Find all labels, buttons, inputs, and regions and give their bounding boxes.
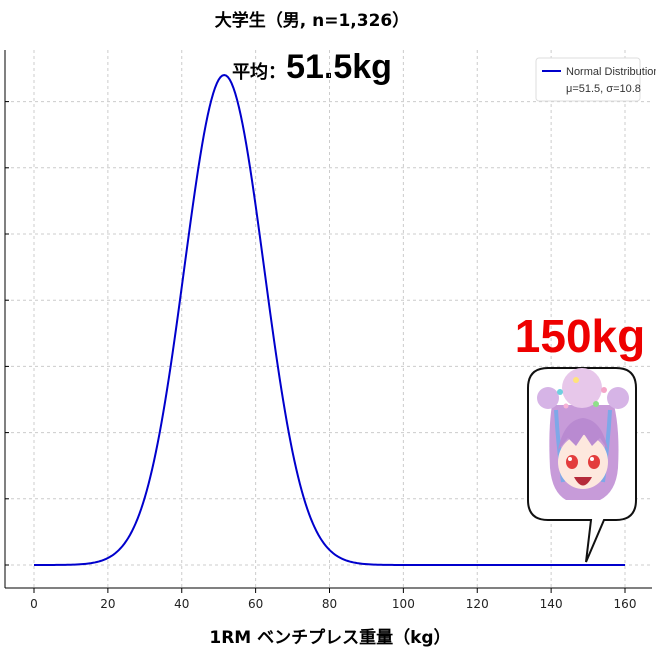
x-tick-label: 140 bbox=[540, 597, 563, 611]
mean-prefix: 平均： bbox=[232, 61, 286, 83]
legend: Normal Distribution μ=51.5, σ=10.8 bbox=[535, 57, 656, 102]
speech-bubble bbox=[527, 367, 637, 563]
x-tick-label: 0 bbox=[30, 597, 38, 611]
x-tick-label: 80 bbox=[322, 597, 337, 611]
chart-title: 大学生（男, n=1,326） bbox=[215, 10, 410, 31]
x-tick-label: 120 bbox=[466, 597, 489, 611]
x-tick-label: 160 bbox=[614, 597, 637, 611]
x-tick-label: 60 bbox=[248, 597, 263, 611]
plot-area: 0 20 40 60 80 100 120 140 160 bbox=[4, 50, 652, 611]
legend-params: μ=51.5, σ=10.8 bbox=[566, 83, 641, 95]
chart-subtitle: 平均：51.5kg bbox=[232, 48, 392, 86]
x-ticks bbox=[33, 588, 626, 593]
x-tick-label: 40 bbox=[174, 597, 189, 611]
x-tick-labels: 0 20 40 60 80 100 120 140 160 bbox=[30, 597, 636, 611]
legend-box bbox=[535, 57, 641, 102]
callout-label: 150kg bbox=[515, 310, 645, 362]
legend-label: Normal Distribution bbox=[566, 66, 656, 78]
x-axis-label: 1RM ベンチプレス重量（kg） bbox=[209, 627, 450, 648]
series-line-normal-distribution bbox=[34, 73, 625, 566]
y-ticks bbox=[5, 101, 9, 566]
mean-value: 51.5kg bbox=[286, 48, 392, 86]
x-tick-label: 20 bbox=[100, 597, 115, 611]
character-illustration bbox=[537, 368, 629, 500]
x-tick-label: 100 bbox=[392, 597, 415, 611]
